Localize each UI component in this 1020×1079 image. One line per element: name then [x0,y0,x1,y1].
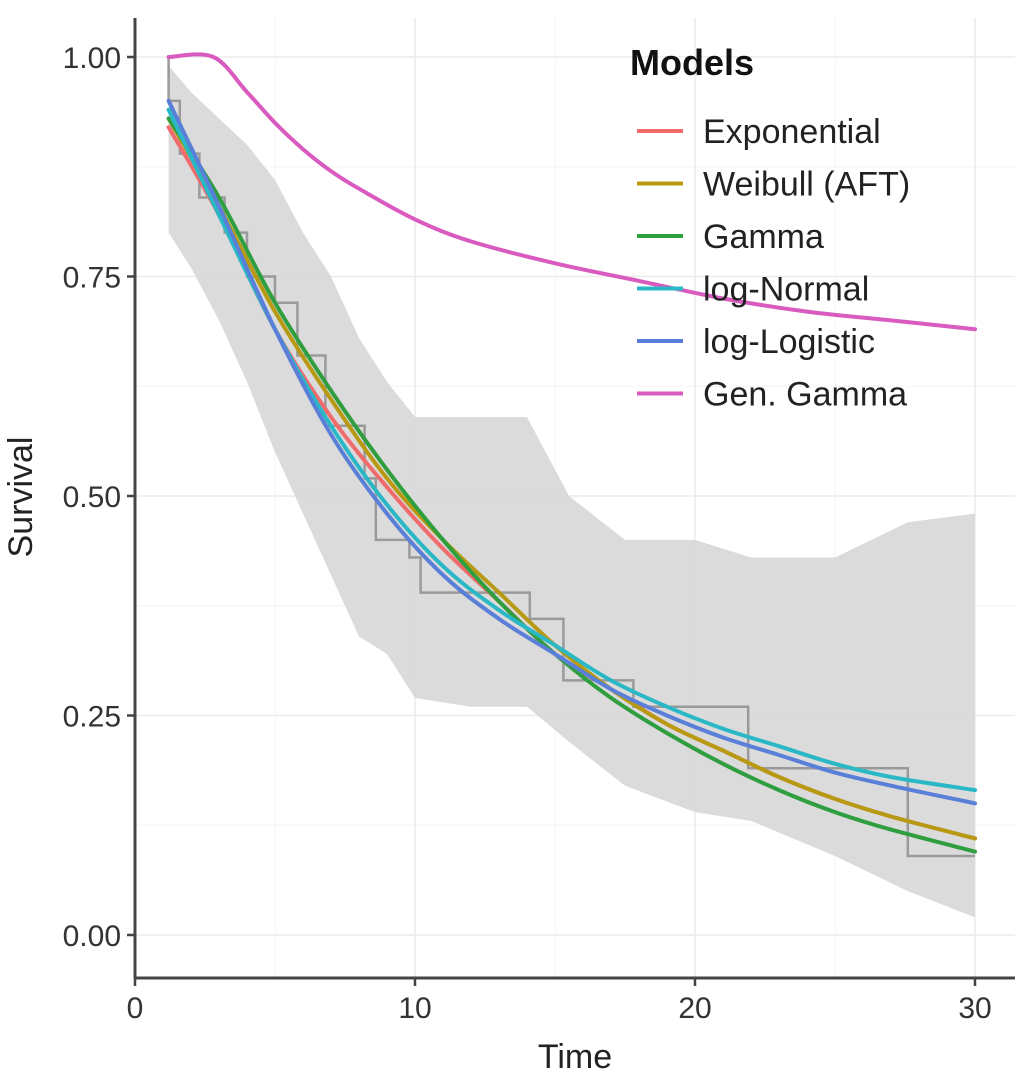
series-line-gen-gamma [166,52,977,332]
legend-label-weibull-aft: Weibull (AFT) [703,166,910,204]
y-tick-label: 1.00 [63,42,121,75]
series-line-log-logistic [166,98,977,806]
series-line-weibull-aft [166,116,977,841]
y-tick-label: 0.00 [63,920,121,953]
legend-label-log-logistic: log-Logistic [703,323,875,361]
y-tick-label: 0.75 [63,262,121,295]
legend: Models Exponential Weibull (AFT) Gamma log-… [630,42,910,414]
model-curves-layer [166,52,977,854]
y-tick-label: 0.50 [63,481,121,514]
axes: 0.00 0.25 0.50 0.75 1.00 0 10 20 30 [63,18,1015,1025]
x-axis-title: Time [538,1038,612,1076]
legend-title: Models [630,42,754,83]
legend-label-gen-gamma: Gen. Gamma [703,376,907,414]
x-tick-label: 0 [127,992,144,1025]
y-tick-label: 0.25 [63,701,121,734]
legend-label-log-normal: log-Normal [703,271,869,309]
km-confidence-band [168,65,976,918]
y-axis-title: Survival [2,437,40,558]
confidence-band-layer [168,65,976,918]
x-tick-label: 20 [678,992,711,1025]
legend-label-exponential: Exponential [703,113,881,151]
x-tick-label: 10 [398,992,431,1025]
x-tick-label: 30 [958,992,991,1025]
legend-label-gamma: Gamma [703,218,824,256]
